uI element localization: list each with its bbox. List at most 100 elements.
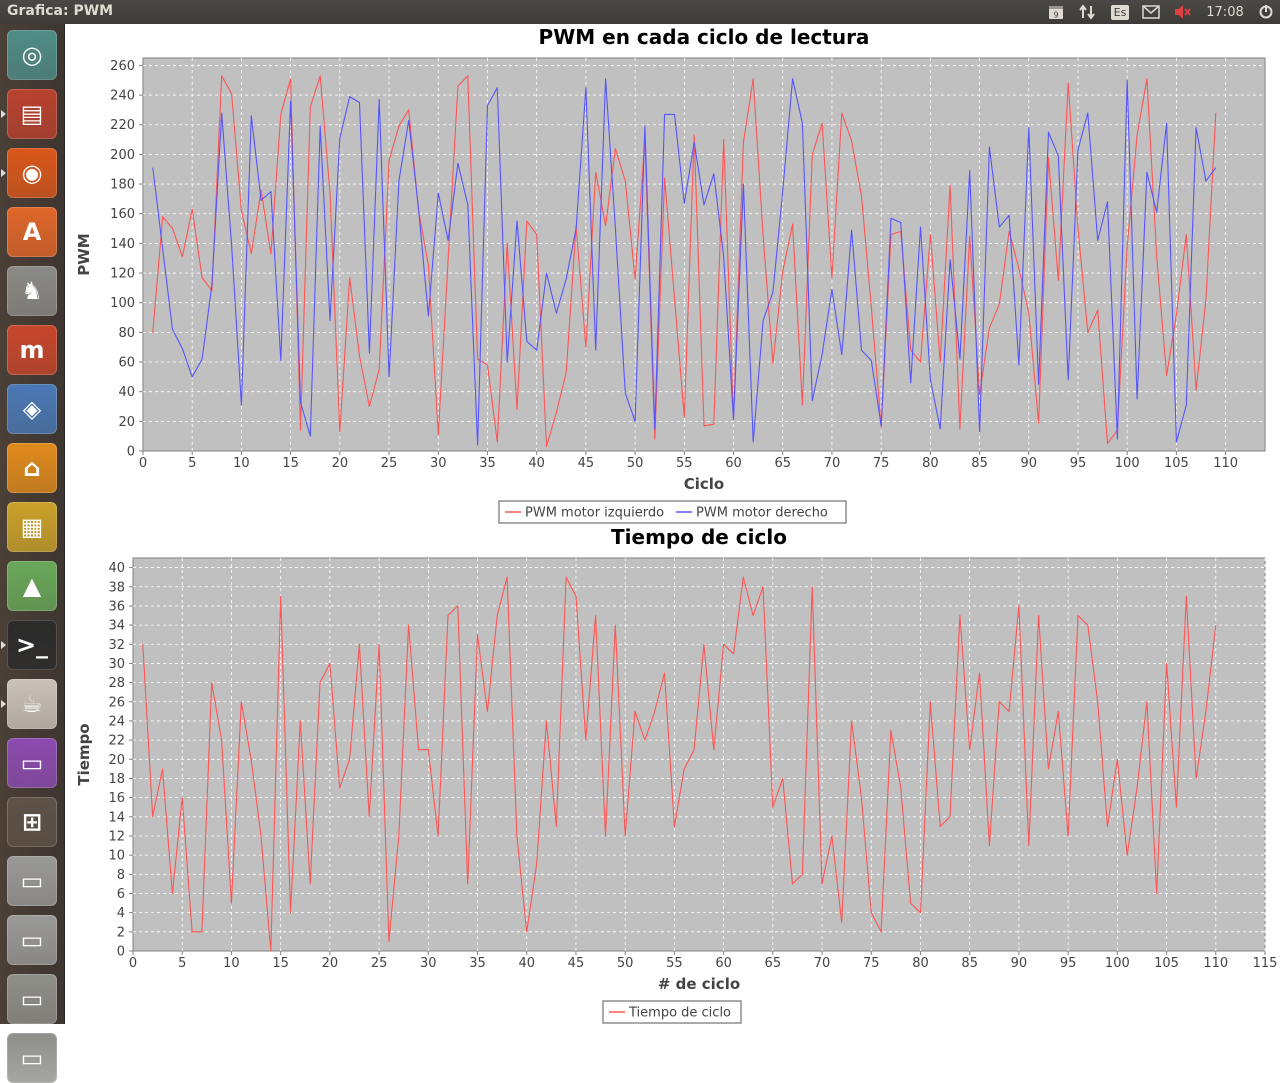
x-tick-label: 95 (1070, 456, 1087, 471)
y-tick-label: 14 (108, 810, 125, 825)
firefox-icon[interactable]: ◉ (7, 148, 57, 198)
y-tick-label: 36 (108, 599, 125, 614)
legend-box (498, 500, 847, 524)
workspace-switcher-icon-glyph: ⊞ (21, 808, 43, 836)
keyboard-indicator[interactable]: Es (1108, 0, 1132, 24)
y-tick-label: 24 (108, 714, 125, 729)
y-axis-label: PWM (75, 233, 93, 275)
running-indicator (1, 169, 6, 177)
series-line-1 (152, 75, 1217, 448)
drive-icon[interactable]: ▭ (7, 856, 57, 906)
app-icon[interactable]: ▭ (7, 738, 57, 788)
android-studio-icon[interactable]: ▲ (7, 561, 57, 611)
java-icon-glyph: ☕ (21, 690, 43, 718)
calendar-icon: 9 (1049, 6, 1063, 20)
calendar-day: 9 (1053, 11, 1058, 20)
y-tick-label: 120 (110, 267, 135, 282)
y-tick-label: 40 (118, 385, 135, 400)
software-center-icon-glyph: A (22, 218, 42, 246)
clock[interactable]: 17:08 (1206, 4, 1244, 20)
puzzle-icon[interactable]: ▦ (7, 502, 57, 552)
y-tick-label: 100 (110, 296, 135, 311)
java-icon[interactable]: ☕ (7, 679, 57, 729)
x-tick-label: 25 (371, 956, 388, 971)
y-tick-label: 240 (110, 89, 135, 104)
chart-title: PWM en cada ciclo de lectura (539, 25, 870, 49)
x-tick-label: 85 (971, 456, 988, 471)
chart-1: PWM en cada ciclo de lectura 0 5 10 15 20 25 30… (75, 25, 1266, 524)
x-tick-label: 0 (139, 456, 147, 471)
series-line-1 (142, 576, 1217, 952)
chess-icon-glyph: ♞ (21, 277, 43, 305)
chart-title: Tiempo de ciclo (611, 525, 787, 549)
y-tick-label: 18 (108, 772, 125, 787)
y-tick-label: 34 (108, 619, 125, 634)
virtualbox-icon[interactable]: ◈ (7, 384, 57, 434)
y-tick-label: 30 (108, 657, 125, 672)
software-center-icon[interactable]: A (7, 207, 57, 257)
calendar-indicator-icon[interactable]: 9 (1046, 0, 1066, 24)
x-tick-label: 65 (765, 956, 782, 971)
removable-drive-icon[interactable]: ▭ (7, 974, 57, 1024)
charts-canvas: PWM en cada ciclo de lectura 0 5 10 15 20 25 30… (75, 25, 1278, 1024)
y-tick-label: 80 (118, 326, 135, 341)
x-tick-label: 35 (479, 456, 496, 471)
legend-entry: PWM motor izquierdo (525, 506, 664, 521)
ubuntu-dash-icon-glyph: ◎ (21, 41, 43, 69)
launcher: ◎ ▤ ◉ A ♞ m ◈ ⌂ ▦ ▲ >_ ☕ ▭ ⊞ ▭ ▭ ▭ ▭ (0, 24, 65, 1083)
y-tick-label: 16 (108, 791, 125, 806)
y-tick-label: 260 (110, 59, 135, 74)
x-tick-label: 10 (223, 956, 240, 971)
keyboard-layout-label: Es (1110, 4, 1130, 20)
legend: PWM motor izquierdo PWM motor derecho (498, 500, 847, 524)
legend-entry: PWM motor derecho (696, 506, 828, 521)
power-gear-icon (1259, 5, 1273, 19)
sweethome-icon-glyph: ⌂ (23, 454, 41, 482)
session-indicator-icon[interactable] (1255, 0, 1277, 24)
chess-icon[interactable]: ♞ (7, 266, 57, 316)
x-tick-label: 55 (676, 456, 693, 471)
x-tick-label: 70 (814, 956, 831, 971)
y-tick-label: 38 (108, 580, 125, 595)
sound-indicator-icon[interactable] (1172, 0, 1194, 24)
x-tick-label: 110 (1203, 956, 1228, 971)
x-tick-label: 105 (1154, 956, 1179, 971)
envelope-icon (1142, 5, 1160, 19)
sweethome-icon[interactable]: ⌂ (7, 443, 57, 493)
x-tick-label: 15 (272, 956, 289, 971)
ubuntu-dash-icon[interactable]: ◎ (7, 30, 57, 80)
x-tick-label: 45 (568, 956, 585, 971)
mail-indicator-icon[interactable] (1140, 0, 1162, 24)
y-tick-label: 0 (127, 445, 135, 460)
trash-icon[interactable]: ▭ (7, 1033, 57, 1083)
y-tick-label: 160 (110, 207, 135, 222)
drive-icon[interactable]: ▭ (7, 915, 57, 965)
x-tick-label: 95 (1060, 956, 1077, 971)
files-icon[interactable]: ▤ (7, 89, 57, 139)
workspace-switcher-icon[interactable]: ⊞ (7, 797, 57, 847)
network-indicator-icon[interactable] (1076, 0, 1098, 24)
y-tick-label: 12 (108, 829, 125, 844)
x-tick-label: 5 (178, 956, 186, 971)
x-tick-label: 100 (1105, 956, 1130, 971)
running-indicator (1, 110, 6, 118)
terminal-icon[interactable]: >_ (7, 620, 57, 670)
x-tick-label: 30 (430, 456, 447, 471)
plot-area (132, 557, 1266, 952)
y-tick-label: 0 (117, 945, 125, 960)
x-tick-label: 75 (863, 956, 880, 971)
mendeley-icon[interactable]: m (7, 325, 57, 375)
x-tick-label: 60 (715, 956, 732, 971)
x-tick-label: 115 (1253, 956, 1278, 971)
plot-area (142, 57, 1266, 452)
x-tick-label: 10 (233, 456, 250, 471)
removable-drive-icon-glyph: ▭ (20, 985, 44, 1013)
running-indicator (1, 700, 6, 708)
window-title: Grafica: PWM (7, 3, 114, 19)
x-tick-label: 30 (420, 956, 437, 971)
y-tick-label: 200 (110, 148, 135, 163)
x-tick-label: 5 (188, 456, 196, 471)
x-tick-label: 75 (873, 456, 890, 471)
y-tick-label: 20 (108, 753, 125, 768)
